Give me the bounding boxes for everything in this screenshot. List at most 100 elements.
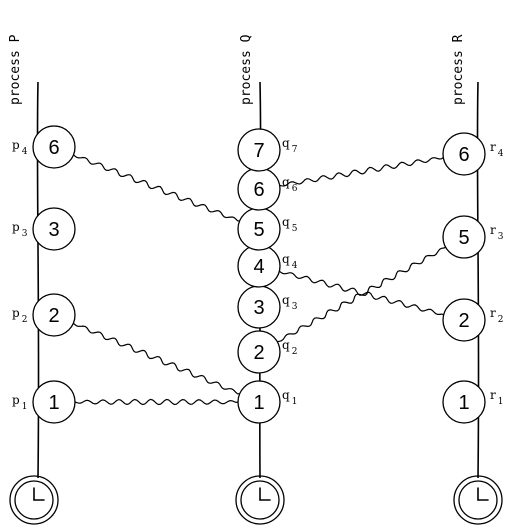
event-p3: 3p 3 [12, 207, 76, 251]
event-timestamp: 7 [253, 140, 264, 162]
event-label-subscript: 4 [498, 149, 504, 159]
event-label-letter: q [282, 136, 290, 150]
event-timestamp: 3 [253, 297, 264, 319]
event-label-subscript: 5 [292, 224, 298, 234]
process-p-title: process P [8, 34, 23, 105]
event-circle [442, 132, 486, 176]
event-timestamp: 3 [48, 219, 59, 241]
event-label-subscript: 2 [22, 315, 28, 325]
event-timestamp: 4 [253, 256, 264, 278]
event-circle [237, 380, 281, 424]
event-circle [32, 380, 76, 424]
event-label-subscript: 3 [22, 229, 28, 239]
event-label-letter: r [490, 140, 496, 154]
event-timestamp: 5 [458, 227, 469, 249]
event-label-subscript: 6 [292, 184, 298, 194]
clock-icon [235, 475, 285, 525]
event-timestamp: 1 [253, 392, 264, 414]
event-label-subscript: 1 [498, 397, 504, 407]
event-circle [442, 380, 486, 424]
event-timestamp: 2 [48, 305, 59, 327]
event-timestamp: 6 [253, 179, 264, 201]
event-label-subscript: 3 [498, 232, 504, 242]
event-label-letter: p [12, 306, 20, 320]
message-p1-to-q1 [74, 398, 239, 406]
event-circle [32, 207, 76, 251]
event-label-letter: q [282, 215, 290, 229]
event-timestamp: 6 [48, 137, 59, 159]
event-label-subscript: 1 [292, 397, 298, 407]
process-q-title: process Q [239, 34, 254, 105]
event-p2: 2p 2 [12, 293, 76, 337]
event-label-subscript: 4 [22, 147, 28, 157]
event-timestamp: 2 [458, 310, 469, 332]
event-label-letter: q [282, 175, 290, 189]
event-circle [237, 330, 281, 374]
event-label-letter: q [282, 338, 290, 352]
message-q6-to-r4 [279, 157, 444, 187]
event-label-letter: p [12, 138, 20, 152]
event-label-letter: p [12, 393, 20, 407]
event-label-letter: p [12, 220, 20, 234]
event-label-letter: r [490, 388, 496, 402]
event-label-letter: r [490, 306, 496, 320]
event-timestamp: 1 [458, 392, 469, 414]
event-circle [32, 125, 76, 169]
process-r-title: process R [451, 34, 466, 105]
event-timestamp: 1 [48, 392, 59, 414]
events-layer: 1p 12p 23p 36p 41 q 12 q 23 q 34 q 45 q 56 q 67 q 71 r 12 r 25… [12, 125, 504, 424]
event-timestamp: 2 [253, 342, 264, 364]
event-circle [442, 215, 486, 259]
clock-icon [9, 475, 59, 525]
message-p4-to-q5 [73, 154, 240, 222]
event-p4: 6 p 4 [12, 125, 76, 169]
event-label-subscript: 7 [292, 145, 298, 155]
event-circle [442, 298, 486, 342]
event-circle [237, 128, 281, 172]
event-label-subscript: 3 [292, 302, 298, 312]
event-p1: 1p 1 [12, 380, 76, 424]
event-label-letter: q [282, 388, 290, 402]
event-label-subscript: 4 [292, 261, 298, 271]
event-label-subscript: 2 [498, 315, 504, 325]
clock-icon [453, 475, 503, 525]
event-timestamp: 5 [253, 219, 264, 241]
event-label-letter: r [490, 223, 496, 237]
event-timestamp: 6 [458, 144, 469, 166]
message-p2-to-q1 [72, 322, 240, 395]
event-label-subscript: 1 [22, 402, 28, 412]
message-q4-to-r2 [278, 270, 444, 316]
event-label-letter: q [282, 293, 290, 307]
event-label-subscript: 2 [292, 347, 298, 357]
event-circle [32, 293, 76, 337]
messages-layer [72, 154, 446, 406]
event-label-letter: q [282, 252, 290, 266]
